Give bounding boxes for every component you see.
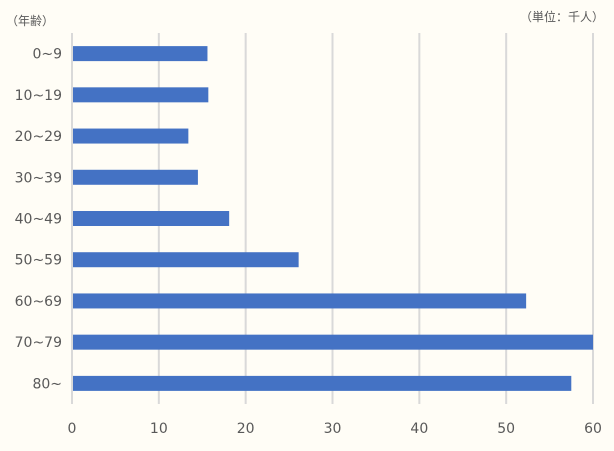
x-tick-label-50: 50: [497, 421, 515, 437]
y-tick-label-60~69: 60~69: [15, 294, 62, 310]
y-tick-label-20~29: 20~29: [15, 129, 62, 145]
x-tick-label-60: 60: [584, 421, 602, 437]
bar-30~39: [72, 169, 198, 185]
y-tick-label-80~: 80~: [32, 376, 62, 392]
y-tick-label-30~39: 30~39: [15, 170, 62, 186]
axes: 0 10 20 30 40 50 60 0~9 10~19 20~29 30~39 40~49 50~5…: [15, 33, 602, 437]
x-tick-label-10: 10: [150, 421, 168, 437]
x-tick-label-40: 40: [410, 421, 428, 437]
bars: [72, 46, 593, 391]
y-tick-label-10~19: 10~19: [15, 88, 62, 104]
x-tick-label-0: 0: [68, 421, 77, 437]
y-axis-title: （年齢）: [6, 13, 54, 28]
bar-20~29: [72, 128, 189, 144]
bar-80~: [72, 375, 572, 391]
bar-10~19: [72, 87, 209, 103]
y-tick-label-0~9: 0~9: [32, 47, 62, 63]
y-tick-label-70~79: 70~79: [15, 335, 62, 351]
y-tick-label-40~49: 40~49: [15, 212, 62, 228]
y-tick-label-50~59: 50~59: [15, 253, 62, 269]
bar-70~79: [72, 334, 593, 350]
bar-60~69: [72, 293, 527, 309]
x-tick-label-30: 30: [324, 421, 342, 437]
bar-0~9: [72, 46, 208, 62]
x-tick-label-20: 20: [237, 421, 255, 437]
bar-50~59: [72, 252, 299, 268]
bar-40~49: [72, 211, 230, 226]
unit-label: （単位：千人）: [520, 9, 604, 24]
